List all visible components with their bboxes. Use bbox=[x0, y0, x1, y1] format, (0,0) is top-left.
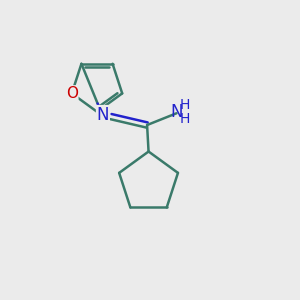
Text: O: O bbox=[66, 86, 78, 101]
Text: N: N bbox=[97, 106, 109, 124]
Text: H: H bbox=[179, 112, 190, 125]
Text: N: N bbox=[170, 103, 183, 121]
Text: H: H bbox=[179, 98, 190, 112]
